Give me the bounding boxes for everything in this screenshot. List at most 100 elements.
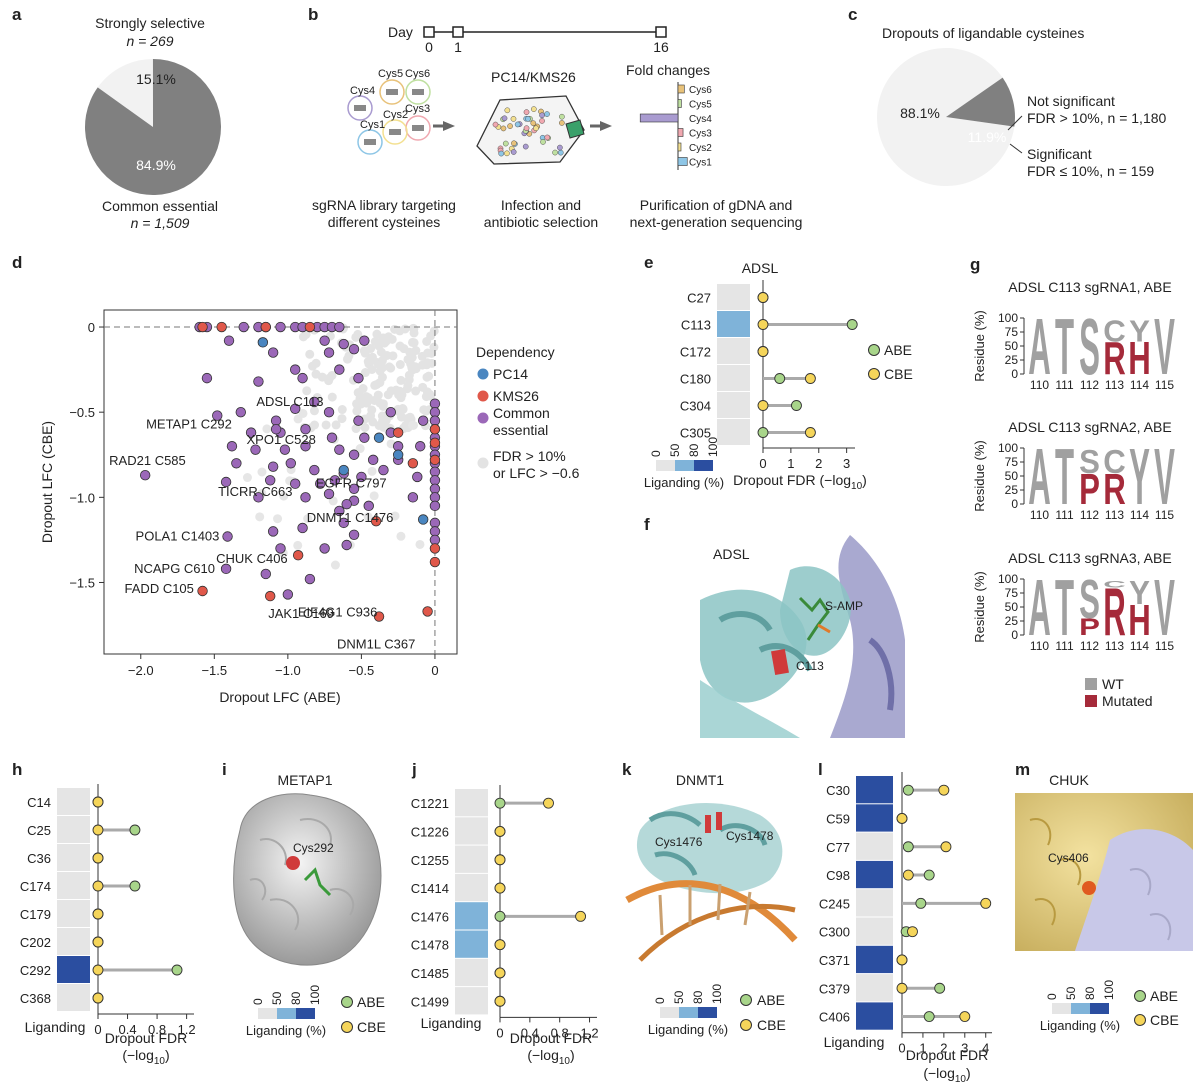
scatter-point-nonsig [395, 360, 405, 370]
panel-label-g: g [970, 255, 980, 274]
panel-f-title: ADSL [713, 546, 750, 562]
cell-dot [523, 109, 530, 115]
arrow-icon [600, 121, 612, 131]
scatter-point-nonsig [376, 347, 386, 357]
scatter-point [417, 514, 429, 525]
panel-j-xlabel-2: (−log10) [527, 1047, 574, 1067]
logo-letter: R [1103, 575, 1126, 651]
logo-y-tick-label: 75 [1005, 586, 1019, 600]
cbe-point [92, 964, 104, 976]
legend-d-pc14-swatch [477, 368, 489, 380]
legend-e-abe: ABE [884, 342, 912, 358]
logo-y-label: Residue (%) [972, 571, 987, 643]
cbe-point [896, 813, 908, 824]
scatter-point-nonsig [396, 531, 406, 541]
dnmt1-structure-image [625, 795, 798, 962]
x-tick-label: 4 [982, 1041, 989, 1056]
scatter-point [429, 437, 441, 449]
y-tick-label: −1.5 [69, 575, 95, 590]
liganding-cell [57, 844, 90, 871]
liganding-cell [856, 776, 893, 804]
scatter-point [257, 337, 269, 348]
scatter-point [385, 406, 397, 418]
timeline-tick-1: 1 [454, 39, 462, 55]
scatter-point [304, 573, 316, 585]
scatter-annotation: POLA1 C1403 [136, 528, 220, 543]
scatter-point-nonsig [327, 370, 337, 380]
scatter-point [290, 403, 301, 414]
liganding-cell [455, 845, 488, 873]
scatter-point [338, 338, 349, 350]
cell-dot [511, 140, 517, 147]
scatter-point [222, 531, 233, 542]
scatter-chart-d: −2.0 −1.5 −1.0 −0.5 0 0 −0.5 −1.0 −1.5 ADSL C113 M… [69, 310, 457, 678]
logo-x-tick-label: 110 [1030, 378, 1049, 392]
cell-dot [492, 121, 499, 128]
logo-x-tick-label: 113 [1105, 508, 1124, 522]
pie-c-sig-label: Significant [1027, 146, 1092, 162]
scale-title: Liganding (%) [1040, 1018, 1120, 1033]
scatter-point-nonsig [374, 360, 384, 370]
panel-b: b Day 0 1 16 Cys5 Cys6 Cys4 Cys3 Cys1 Cy… [308, 5, 802, 230]
x-tick-label: 0 [898, 1041, 905, 1056]
scale-tick-label: 0 [1045, 993, 1059, 1000]
logo-letter: S [1079, 443, 1100, 480]
logo-letter: C [1103, 579, 1126, 590]
scatter-ylabel: Dropout LFC (CBE) [39, 421, 55, 543]
logo-y-tick-label: 25 [1005, 353, 1019, 367]
scatter-point [267, 347, 279, 358]
scatter-point [212, 410, 223, 421]
scatter-point-nonsig [384, 362, 394, 372]
pie-value-label: 11.9% [968, 129, 1007, 145]
panel-h-liganding: Liganding [25, 1019, 86, 1035]
panel-l-xlabel-1: Dropout FDR [906, 1047, 988, 1063]
panel-h: h C14 C25 C36 C174 C179 C202 C292 C368 0 0.4 0.8 1.… [12, 760, 196, 1067]
panel-l-liganding: Liganding [824, 1034, 885, 1050]
scatter-point [275, 321, 286, 333]
scatter-point-nonsig [422, 387, 432, 397]
scatter-point [429, 500, 441, 512]
y-tick-label: −0.5 [69, 405, 95, 420]
cbe-point [494, 882, 506, 894]
cys3-label: Cys3 [405, 103, 430, 115]
adsl-structure-image [697, 530, 907, 738]
pie-slice [877, 48, 1015, 187]
scatter-point [341, 539, 352, 551]
scale-tick-label: 80 [289, 991, 303, 1005]
row-label: C30 [826, 783, 850, 798]
panel-e-title: ADSL [742, 260, 779, 276]
row-label: C368 [20, 991, 51, 1006]
scatter-point [285, 458, 296, 469]
panel-i-residue: Cys292 [293, 841, 334, 855]
scatter-point-nonsig [363, 512, 373, 522]
scale-tick-label: 50 [672, 990, 686, 1004]
scatter-point-nonsig [378, 399, 388, 409]
logo-y-label: Residue (%) [972, 310, 987, 382]
panel-label-k: k [622, 760, 632, 779]
legend-m-cbe-swatch [1134, 1014, 1146, 1026]
fold-bar-label: Cys5 [689, 100, 712, 111]
scatter-annotation: ADSL C113 [256, 394, 323, 409]
scatter-point-nonsig [423, 348, 433, 358]
panel-m-residue: Cys406 [1048, 851, 1089, 865]
cbe-point [92, 880, 104, 892]
pie-value-label: 15.1% [136, 71, 176, 87]
scatter-point-nonsig [422, 372, 432, 382]
cbe-point [494, 826, 506, 837]
scatter-point [297, 522, 308, 534]
legend-e-abe-swatch [868, 344, 880, 356]
logo-y-tick-label: 25 [1005, 483, 1019, 497]
liganding-cell [717, 365, 750, 391]
scatter-annotation: METAP1 C292 [146, 417, 232, 432]
panel-d: d −2.0 −1.5 −1.0 −0.5 0 0 −0.5 −1.0 −1.5 ADSL C11… [12, 253, 580, 705]
row-label: C113 [681, 318, 711, 333]
row-label: C1255 [411, 853, 449, 868]
cys5-label: Cys5 [378, 68, 403, 80]
scatter-point-nonsig [257, 467, 267, 477]
liganding-scale-e: 0 50 80 100 Liganding (%) [644, 437, 724, 490]
logo-letter: C [1103, 314, 1126, 349]
pie-c-title: Dropouts of ligandable cysteines [882, 25, 1084, 41]
scatter-point [353, 415, 364, 426]
scatter-point [235, 406, 246, 418]
